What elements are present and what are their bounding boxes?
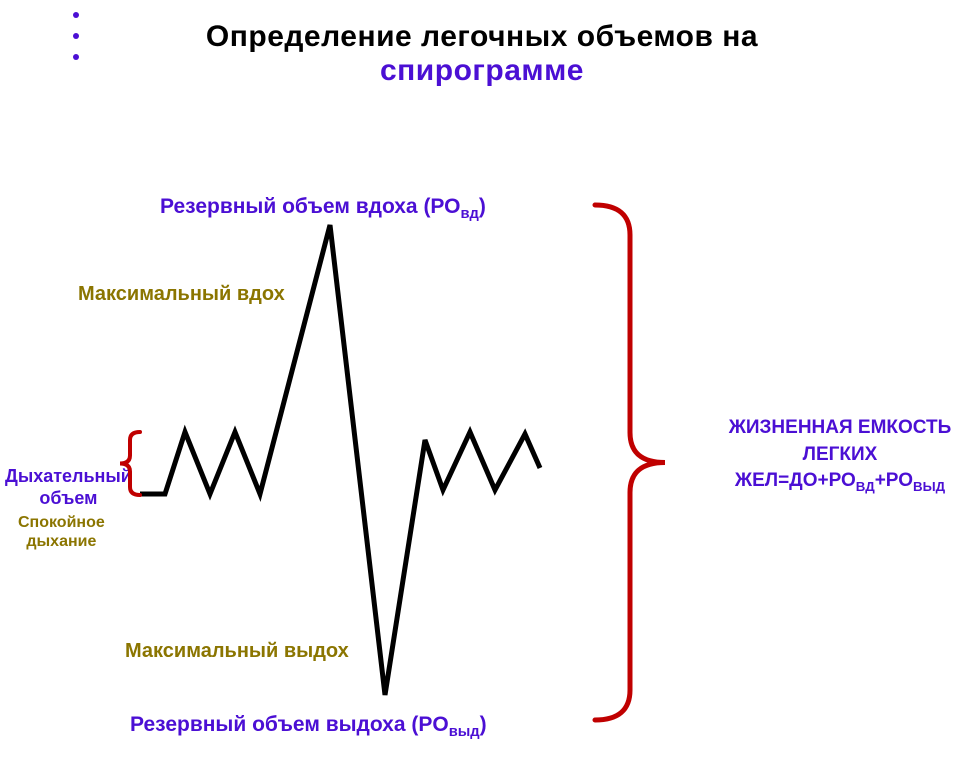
bracket-tidal-volume bbox=[120, 432, 140, 495]
spirogram-waveform bbox=[140, 225, 540, 695]
bracket-vital-capacity bbox=[595, 205, 665, 720]
spirogram-diagram bbox=[0, 0, 964, 763]
